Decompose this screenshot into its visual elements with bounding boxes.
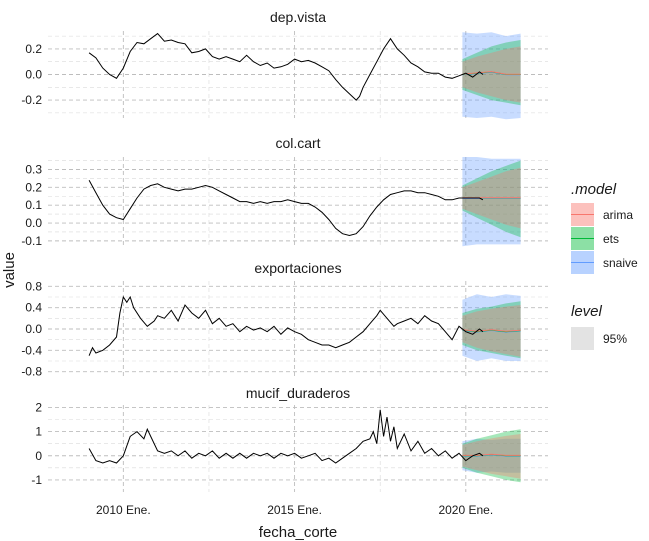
legend-level-label: 95% [603, 332, 627, 346]
legend-label-snaive: snaive [603, 256, 638, 270]
x-axis-title: fecha_corte [259, 524, 337, 541]
y-tick-label: -1 [31, 473, 42, 487]
legend-label-arima: arima [603, 208, 633, 222]
x-tick-label: 2015 Ene. [267, 503, 322, 517]
forecast-line-arima [462, 71, 521, 75]
facet-2: col.cart -0.1 0.0 0.1 0.2 0.3 [21, 135, 548, 248]
y-tick-label: 0.1 [25, 198, 42, 212]
legend-model-title: .model [571, 181, 617, 198]
facet-3: exportaciones -0.8 -0.4 0.0 0.4 0.8 [21, 260, 548, 379]
y-tick-label: 1 [35, 425, 42, 439]
legend-model-keys: arima ets snaive [571, 203, 638, 274]
forecast-line-arima [462, 329, 521, 332]
y-tick-label: -0.8 [21, 365, 42, 379]
band-snaive [462, 438, 521, 473]
facet-panels: dep.vista -0.2 0.0 0.2 col.cart -0.1 0.0 0.1 0.2… [21, 9, 548, 492]
y-tick-label: 0.0 [25, 216, 42, 230]
history-line [88, 295, 484, 356]
y-tick-label: -0.2 [21, 93, 42, 107]
y-tick-label: 0.2 [25, 180, 42, 194]
x-tick-label: 2010 Ene. [96, 503, 151, 517]
legend-item-snaive: snaive [571, 251, 638, 274]
y-tick-label: 0.3 [25, 162, 42, 176]
facet-title: mucif_duraderos [246, 385, 350, 401]
legend-item-arima: arima [571, 203, 633, 226]
x-axis: 2010 Ene. 2015 Ene. 2020 Ene. [96, 503, 493, 517]
band-snaive [462, 294, 521, 361]
y-axis-title: value [1, 252, 18, 288]
legend-level-title: level [571, 303, 603, 320]
y-tick-label: -0.4 [21, 343, 42, 357]
y-tick-label: 0.0 [25, 322, 42, 336]
history-line [88, 179, 484, 237]
x-tick-label: 2020 Ene. [438, 503, 493, 517]
band-ets [462, 160, 521, 238]
band-arima [462, 46, 521, 103]
facet-1: dep.vista -0.2 0.0 0.2 [21, 9, 548, 120]
history-line [88, 409, 484, 464]
band-ets [462, 429, 521, 483]
history-line [88, 32, 484, 101]
forecast-line-arima [462, 453, 521, 456]
legend-level-key [571, 327, 594, 350]
gridlines [48, 281, 548, 377]
legend: .model arima ets snaive level 95% [571, 181, 638, 350]
legend-item-ets: ets [571, 227, 619, 250]
y-tick-label: 0.0 [25, 68, 42, 82]
gridlines [48, 157, 548, 248]
y-tick-label: 0.4 [25, 301, 42, 315]
y-tick-label: 0 [35, 449, 42, 463]
y-tick-label: 0.8 [25, 279, 42, 293]
facet-4: mucif_duraderos -1 0 1 2 [31, 385, 548, 492]
legend-label-ets: ets [603, 232, 619, 246]
facet-title: exportaciones [254, 260, 341, 276]
band-snaive [462, 32, 521, 120]
facet-title: col.cart [275, 135, 320, 151]
facet-title: dep.vista [270, 9, 326, 25]
y-tick-label: 0.2 [25, 42, 42, 56]
y-tick-label: 2 [35, 400, 42, 414]
band-arima [462, 434, 521, 479]
y-tick-label: -0.1 [21, 234, 42, 248]
band-snaive [462, 157, 521, 247]
